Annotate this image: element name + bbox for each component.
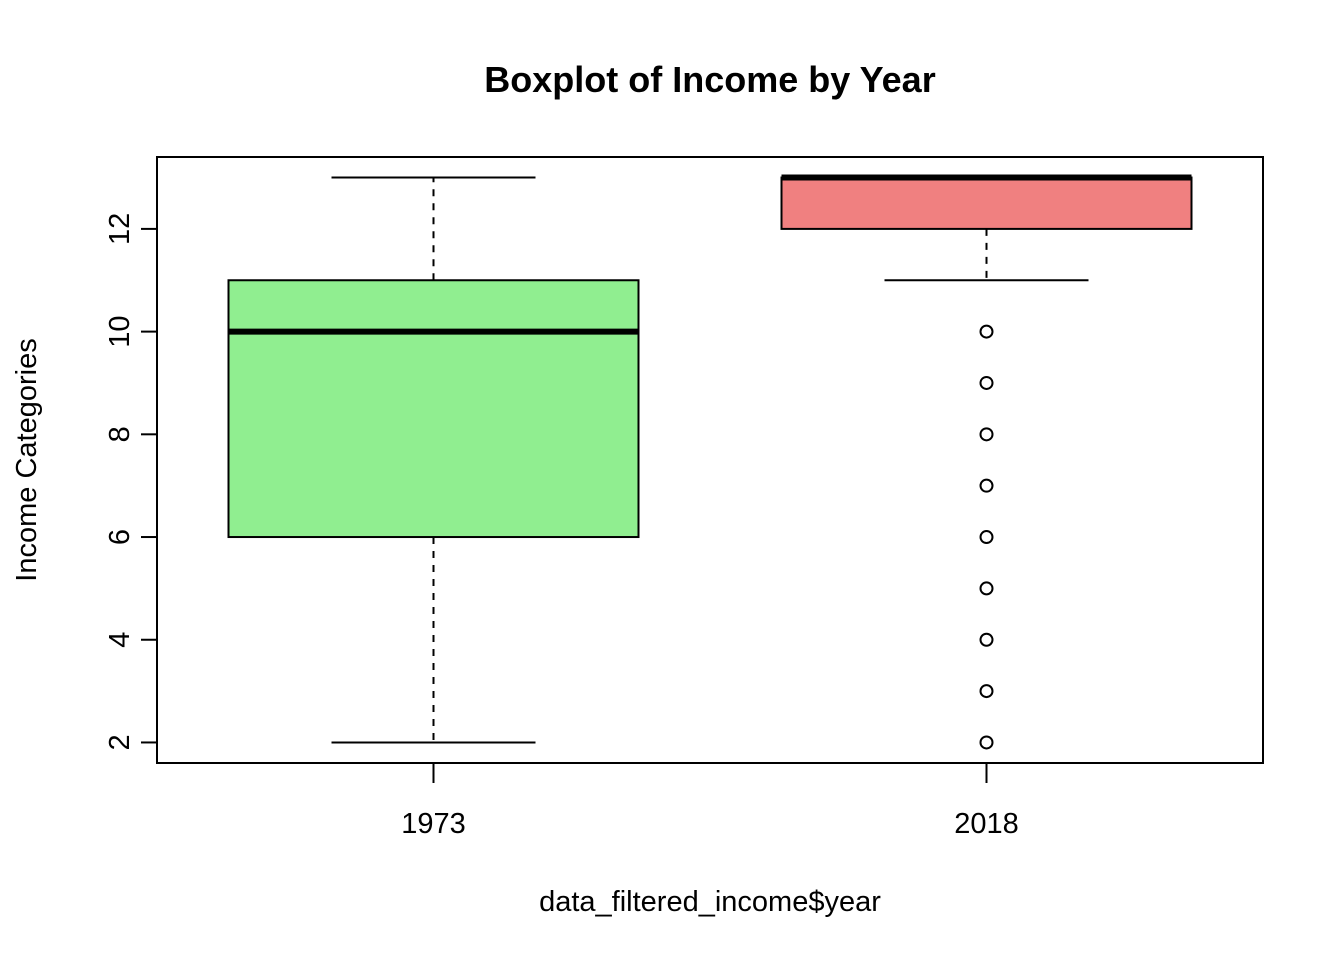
outlier-point bbox=[979, 478, 994, 493]
y-tick-label: 10 bbox=[104, 315, 136, 347]
chart-title: Boxplot of Income by Year bbox=[484, 59, 935, 100]
x-axis: 1973 2018 bbox=[401, 763, 1019, 840]
y-tick-label: 12 bbox=[104, 213, 136, 245]
outlier-point bbox=[979, 427, 994, 442]
y-tick-label: 8 bbox=[104, 426, 136, 442]
y-tick-label: 4 bbox=[104, 632, 136, 648]
outlier-point bbox=[979, 684, 994, 699]
box-2018 bbox=[780, 174, 1193, 750]
y-tick-label: 2 bbox=[104, 734, 136, 750]
outlier-point bbox=[979, 530, 994, 545]
y-axis: 2 4 6 8 10 12 bbox=[104, 213, 158, 751]
y-tick-label: 6 bbox=[104, 529, 136, 545]
x-tick-label: 2018 bbox=[954, 808, 1019, 840]
outlier-point bbox=[979, 324, 994, 339]
boxes bbox=[227, 174, 1193, 750]
outlier-point bbox=[979, 581, 994, 596]
box-1973 bbox=[227, 176, 640, 744]
iqr-box bbox=[780, 176, 1193, 230]
outlier-point bbox=[979, 735, 994, 750]
iqr-box bbox=[227, 279, 640, 539]
x-axis-label: data_filtered_income$year bbox=[539, 886, 881, 918]
outlier-point bbox=[979, 375, 994, 390]
outlier-point bbox=[979, 632, 994, 647]
y-axis-label: Income Categories bbox=[11, 338, 43, 581]
x-tick-label: 1973 bbox=[401, 808, 466, 840]
